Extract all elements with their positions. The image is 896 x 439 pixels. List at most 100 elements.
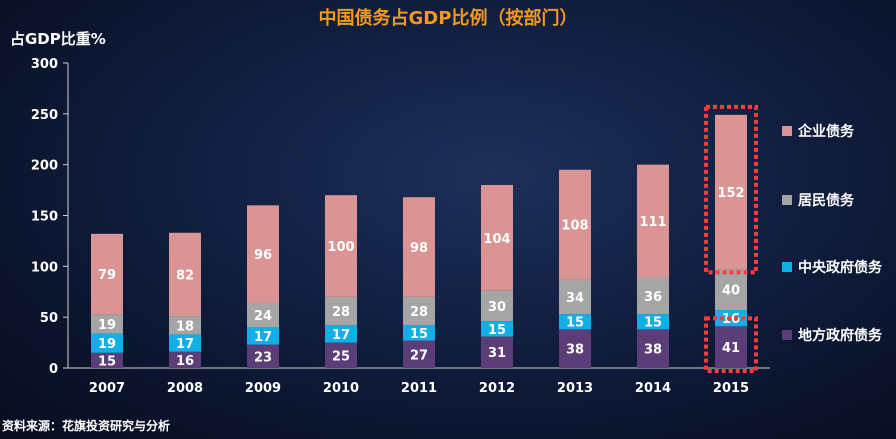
highlight-boxes [704, 104, 758, 374]
x-tick-label: 2007 [89, 381, 125, 396]
y-tick-label: 250 [31, 108, 58, 123]
x-tick-label: 2014 [635, 381, 671, 396]
bar-segment [637, 164, 669, 278]
x-tick-label: 2012 [479, 381, 515, 396]
data-label: 17 [176, 337, 194, 352]
bar-segment [637, 329, 669, 368]
bar-segment [169, 316, 201, 335]
x-tick-label: 2010 [323, 381, 359, 396]
data-label: 28 [332, 305, 350, 320]
data-label: 34 [566, 291, 584, 306]
data-label: 15 [488, 323, 506, 338]
data-label: 96 [254, 248, 272, 263]
y-tick-label: 300 [31, 57, 58, 72]
bar-segment [481, 321, 513, 337]
data-label: 41 [722, 341, 740, 356]
data-label: 28 [410, 305, 428, 320]
bar-segment [247, 302, 279, 328]
bar-segment [715, 114, 747, 270]
highlight-box [704, 316, 758, 374]
data-label: 36 [644, 290, 662, 305]
x-tick-label: 2013 [557, 381, 593, 396]
bar-segment [325, 325, 357, 343]
data-label: 19 [98, 337, 116, 352]
bar-segment [91, 352, 123, 368]
legend-swatch [782, 262, 792, 272]
data-label: 24 [254, 309, 272, 324]
data-label: 82 [176, 268, 194, 283]
y-tick-label: 100 [31, 260, 58, 275]
bar-segment [169, 351, 201, 368]
x-tick-label: 2009 [245, 381, 281, 396]
x-tick-label: 2015 [713, 381, 749, 396]
data-label: 79 [98, 268, 116, 283]
data-label: 25 [332, 349, 350, 364]
bars: 15 19 19 79 2007 16 17 18 82 2008 23 17 24 96 2009 25 17… [89, 114, 749, 396]
bar-segment [91, 233, 123, 315]
bar-segment [559, 169, 591, 280]
data-label: 18 [176, 319, 194, 334]
data-label: 23 [254, 350, 272, 365]
x-tick-label: 2011 [401, 381, 437, 396]
bar-segment [403, 340, 435, 368]
chart-title: 中国债务占GDP比例（按部门） [319, 7, 578, 29]
data-label: 16 [176, 354, 194, 369]
legend-label: 企业债务 [797, 123, 855, 140]
data-label: 19 [98, 318, 116, 333]
bar-segment [91, 333, 123, 353]
bar-segment [403, 197, 435, 297]
bar-segment [247, 327, 279, 345]
bar-segment [403, 325, 435, 341]
bar-segment [481, 290, 513, 322]
x-tick-label: 2008 [167, 381, 203, 396]
bar-segment [91, 314, 123, 334]
data-label: 38 [644, 343, 662, 358]
data-label: 15 [410, 327, 428, 342]
data-label: 40 [722, 284, 740, 299]
legend-label: 居民债务 [798, 192, 855, 209]
data-label: 152 [717, 186, 744, 201]
source-note: 资料来源：花旗投资研究与分析 [2, 418, 170, 433]
highlight-box [704, 104, 758, 275]
legend-label: 中央政府债务 [798, 259, 883, 276]
legend-label: 地方政府债务 [798, 327, 883, 344]
data-label: 98 [410, 241, 428, 256]
data-label: 38 [566, 343, 584, 358]
bar-segment [637, 277, 669, 315]
bar-segment [481, 336, 513, 368]
y-tick-label: 200 [31, 159, 58, 174]
data-label: 15 [98, 354, 116, 369]
data-label: 108 [561, 219, 588, 234]
data-label: 104 [483, 232, 510, 247]
data-label: 100 [327, 240, 354, 255]
bar-segment [169, 232, 201, 317]
data-label: 27 [410, 348, 428, 363]
data-label: 15 [566, 316, 584, 331]
legend-swatch [782, 126, 792, 136]
bar-segment [715, 269, 747, 311]
y-axis-label: 占GDP比重% [10, 30, 106, 48]
bar-segment [247, 344, 279, 368]
y-tick-label: 150 [31, 210, 58, 225]
bar-segment [325, 342, 357, 368]
bar-segment [325, 195, 357, 297]
bar-segment [715, 326, 747, 368]
bar-segment [169, 334, 201, 352]
bar-segment [403, 296, 435, 326]
bar-segment [559, 329, 591, 368]
data-label: 31 [488, 346, 506, 361]
data-label: 111 [639, 215, 666, 230]
y-tick-label: 0 [49, 362, 58, 377]
legend-swatch [782, 195, 792, 205]
bar-segment [247, 205, 279, 303]
legend-swatch [782, 330, 792, 340]
data-label: 17 [332, 328, 350, 343]
bar-segment [637, 314, 669, 330]
y-tick-label: 50 [40, 311, 58, 326]
data-label: 15 [644, 316, 662, 331]
bar-segment [559, 314, 591, 330]
bar-segment [559, 279, 591, 315]
data-label: 17 [254, 330, 272, 345]
